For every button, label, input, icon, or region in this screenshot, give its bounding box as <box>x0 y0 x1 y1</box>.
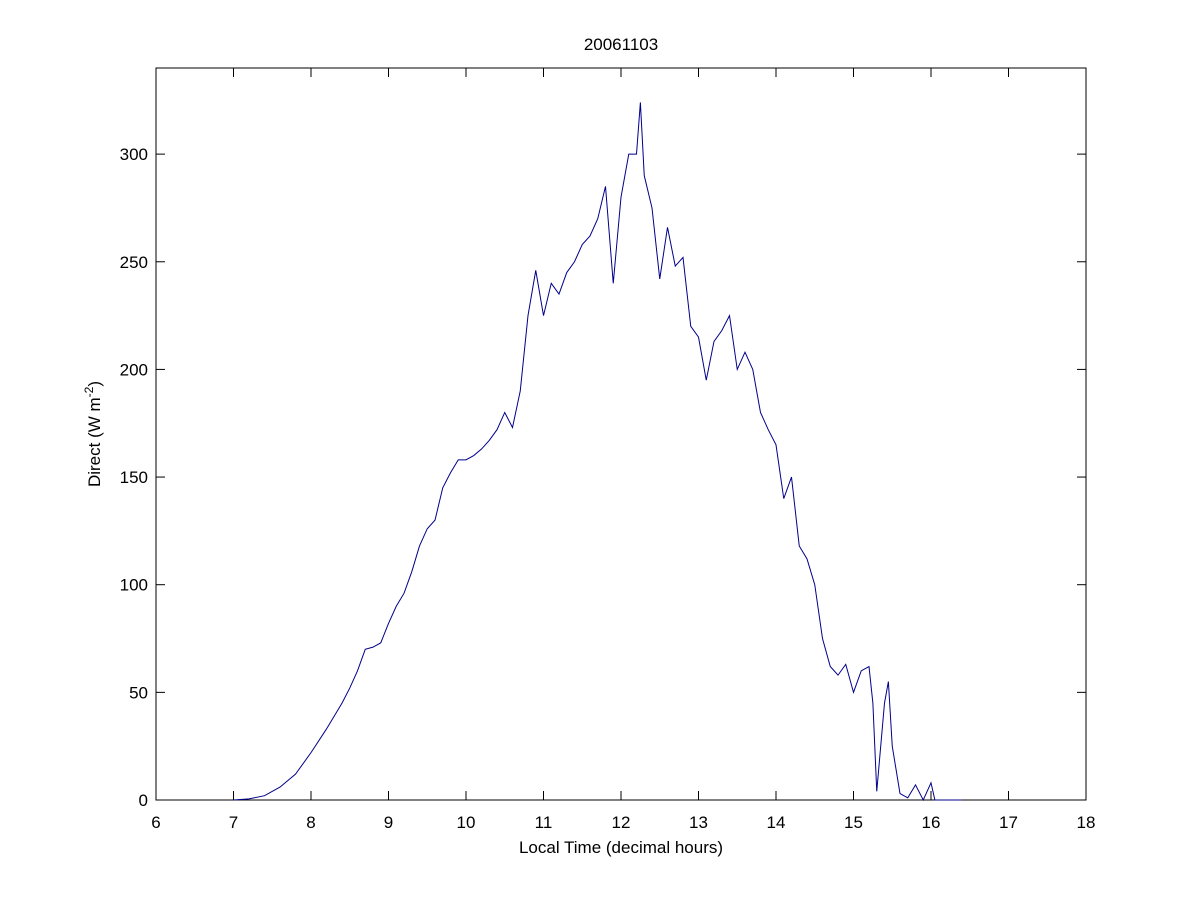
x-tick-label: 16 <box>922 813 941 832</box>
x-tick-label: 7 <box>229 813 238 832</box>
chart-title: 20061103 <box>584 35 658 54</box>
y-tick-label: 50 <box>129 683 148 702</box>
y-axis-label: Direct (W m-2) <box>82 381 104 487</box>
x-tick-label: 18 <box>1077 813 1096 832</box>
x-axis-label: Local Time (decimal hours) <box>519 838 723 857</box>
y-tick-label: 100 <box>120 576 148 595</box>
x-tick-label: 8 <box>306 813 315 832</box>
x-tick-label: 13 <box>689 813 708 832</box>
x-tick-label: 6 <box>151 813 160 832</box>
y-tick-label: 0 <box>139 791 148 810</box>
y-tick-label: 150 <box>120 468 148 487</box>
plot-area <box>155 67 1087 801</box>
x-tick-label: 11 <box>535 813 553 832</box>
x-tick-label: 14 <box>767 813 786 832</box>
x-tick-label: 17 <box>999 813 1018 832</box>
x-tick-label: 10 <box>457 813 476 832</box>
x-tick-label: 15 <box>844 813 863 832</box>
x-tick-label: 9 <box>384 813 393 832</box>
y-tick-label: 250 <box>120 253 148 272</box>
y-tick-label: 300 <box>120 145 148 164</box>
y-tick-label: 200 <box>120 360 148 379</box>
data-line <box>233 102 962 802</box>
x-tick-label: 12 <box>612 813 631 832</box>
